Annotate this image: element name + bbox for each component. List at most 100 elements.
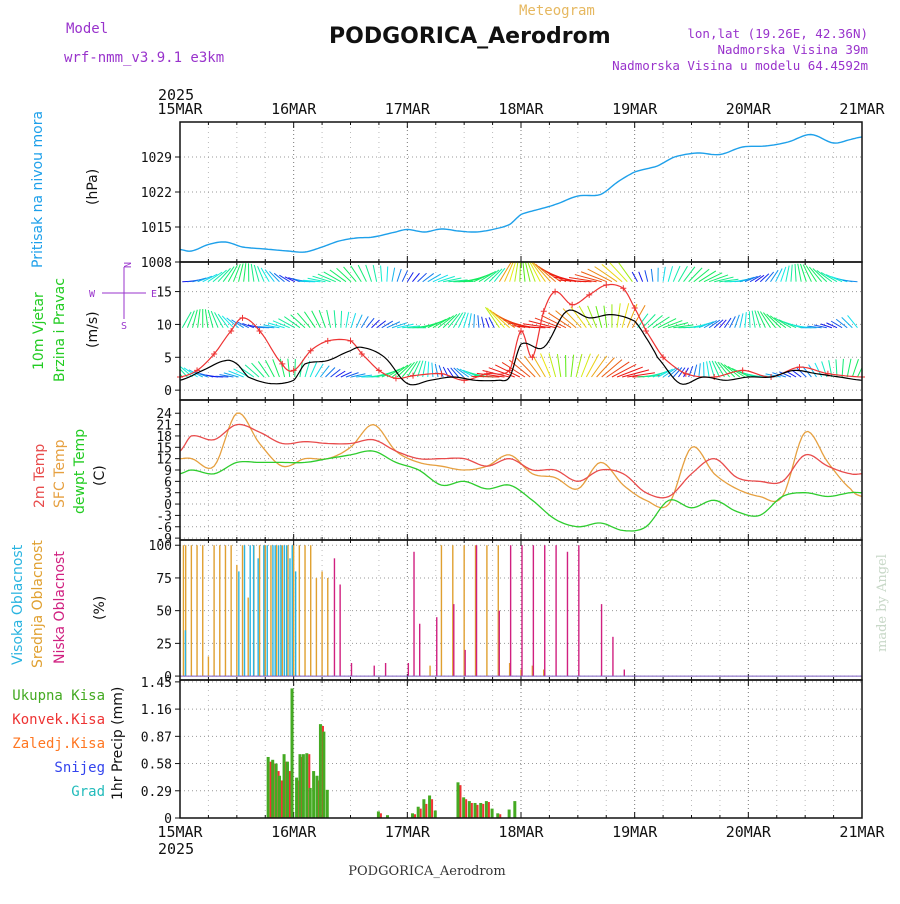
bottom-x-tick-label: 20MAR — [726, 823, 772, 841]
temp-ylabel-c: dewpt Temp — [72, 429, 88, 514]
wind-vectors-lower — [295, 359, 296, 377]
wind-vectors-mid — [740, 313, 743, 327]
precip-conv-bar — [431, 799, 433, 818]
clouds-ytick-label: 75 — [156, 572, 172, 587]
wind-vectors-lower — [428, 362, 429, 377]
pressure-ytick-label: 1029 — [141, 151, 172, 166]
precip-ytick-label: 0.58 — [141, 758, 172, 773]
cloud-ylabel-a: Visoka Oblacnost — [10, 544, 26, 665]
wind-vectors-mid — [848, 315, 858, 327]
wind-gust-marker — [240, 315, 246, 321]
wind-vectors-upper — [791, 265, 792, 282]
wind-gust-marker — [632, 305, 638, 311]
wind-vectors-upper — [760, 274, 769, 282]
precip-conv-bar — [465, 799, 467, 818]
precip-total-bar — [298, 754, 301, 818]
precip-total-bar — [275, 764, 278, 818]
wind-vectors-upper — [795, 264, 796, 282]
wind-ytick-label: 0 — [164, 384, 172, 399]
compass-s: S — [121, 321, 127, 332]
wind-gust-marker — [603, 282, 609, 288]
precip-total-bar — [377, 811, 380, 818]
compass-e: E — [151, 289, 157, 300]
wind-vectors-upper — [786, 266, 789, 282]
precip-total-bar — [319, 724, 322, 818]
station-title: PODGORICA_Aerodrom — [329, 24, 611, 49]
wind-vectors-mid — [745, 312, 746, 328]
wind-vectors-upper — [668, 266, 672, 281]
wind-ylabel-a: 10m Vjetar — [31, 292, 47, 370]
wind-vectors-upper — [645, 270, 648, 281]
pressure-ylabel: Pritisak na nivou mora — [30, 111, 46, 268]
wind-ytick-label: 10 — [156, 318, 172, 333]
wind-vectors-mid — [469, 313, 472, 327]
wind-vectors-lower — [847, 359, 851, 377]
clouds-ytick-label: 25 — [156, 637, 172, 652]
wind-vectors-mid — [346, 312, 349, 328]
wind-vectors-mid — [622, 303, 629, 328]
precip-total-bar — [422, 799, 425, 818]
precip-ytick-label: 1.16 — [141, 703, 172, 718]
wind-vectors-mid — [327, 310, 331, 328]
bottom-x-tick-label: 19MAR — [612, 823, 658, 841]
wind-vectors-lower — [852, 359, 858, 377]
wind-vectors-lower — [842, 359, 843, 377]
wind-vectors-lower — [265, 360, 274, 377]
wind-vectors-lower — [252, 363, 265, 377]
wind-gust-marker — [438, 371, 444, 377]
precip-total-bar — [278, 776, 281, 818]
precip-ytick-label: 0.87 — [141, 730, 172, 745]
top-x-tick-label: 20MAR — [726, 100, 772, 118]
precip-total-bar — [305, 753, 308, 818]
bottom-x-tick-label: 18MAR — [498, 823, 544, 841]
wind-vectors-mid — [749, 311, 750, 327]
wind-vectors-upper — [826, 275, 842, 282]
bottom-year-label: 2025 — [158, 840, 194, 858]
wind-vectors-upper — [663, 267, 665, 282]
clouds-ytick-label: 50 — [156, 605, 172, 620]
compass-w: W — [89, 289, 96, 300]
precip-total-bar — [485, 801, 488, 818]
bottom-x-tick-label: 21MAR — [839, 823, 885, 841]
footer-station: PODGORICA_Aerodrom — [348, 864, 505, 879]
wind-vectors-lower — [653, 370, 670, 377]
wind-vectors-upper — [387, 266, 388, 281]
credit-watermark: made by Angel — [875, 554, 890, 652]
compass-n: N — [121, 262, 132, 268]
temp-unit: (C) — [92, 465, 108, 486]
precip-legend-item: Zaledj.Kisa — [12, 736, 105, 752]
station-coordinates: lon,lat (19.26E, 42.36N) — [687, 26, 868, 41]
wind-ytick-label: 15 — [156, 286, 172, 301]
wind-vectors-lower — [532, 355, 545, 377]
precip-conv-bar — [459, 785, 461, 818]
wind-vectors-mid — [643, 314, 656, 327]
precip-total-bar — [468, 801, 471, 818]
wind-vectors-upper — [344, 267, 357, 282]
wind-vectors-upper — [381, 266, 382, 282]
precip-total-bar — [491, 809, 494, 818]
bottom-x-tick-label: 15MAR — [157, 823, 203, 841]
precip-ylabel: 1hr Precip (mm) — [110, 687, 126, 800]
precip-total-bar — [302, 754, 305, 818]
wind-vectors-lower — [694, 365, 697, 377]
wind-gust-marker — [410, 373, 416, 379]
wind-vectors-mid — [356, 315, 362, 328]
wind-vectors-upper — [244, 263, 246, 282]
cloud-ylabel-c: Niska Oblacnost — [52, 551, 68, 664]
precip-total-bar — [434, 810, 437, 818]
wind-ylabel-b: Brzina i Pravac — [52, 278, 68, 382]
wind-vectors-lower — [273, 359, 280, 377]
bottom-x-tick-label: 17MAR — [385, 823, 431, 841]
precip-total-bar — [428, 795, 431, 818]
wind-vectors-mid — [297, 313, 310, 328]
precip-total-bar — [479, 803, 482, 818]
wind-vectors-upper — [689, 268, 702, 282]
wind-vectors-mid — [474, 314, 475, 328]
panels: 1008101510221029051015-9-6-3036912151821… — [141, 122, 866, 827]
wind-vectors-upper — [392, 268, 395, 282]
wind-vectors-upper — [651, 269, 652, 282]
precip-conv-bar — [420, 809, 422, 818]
